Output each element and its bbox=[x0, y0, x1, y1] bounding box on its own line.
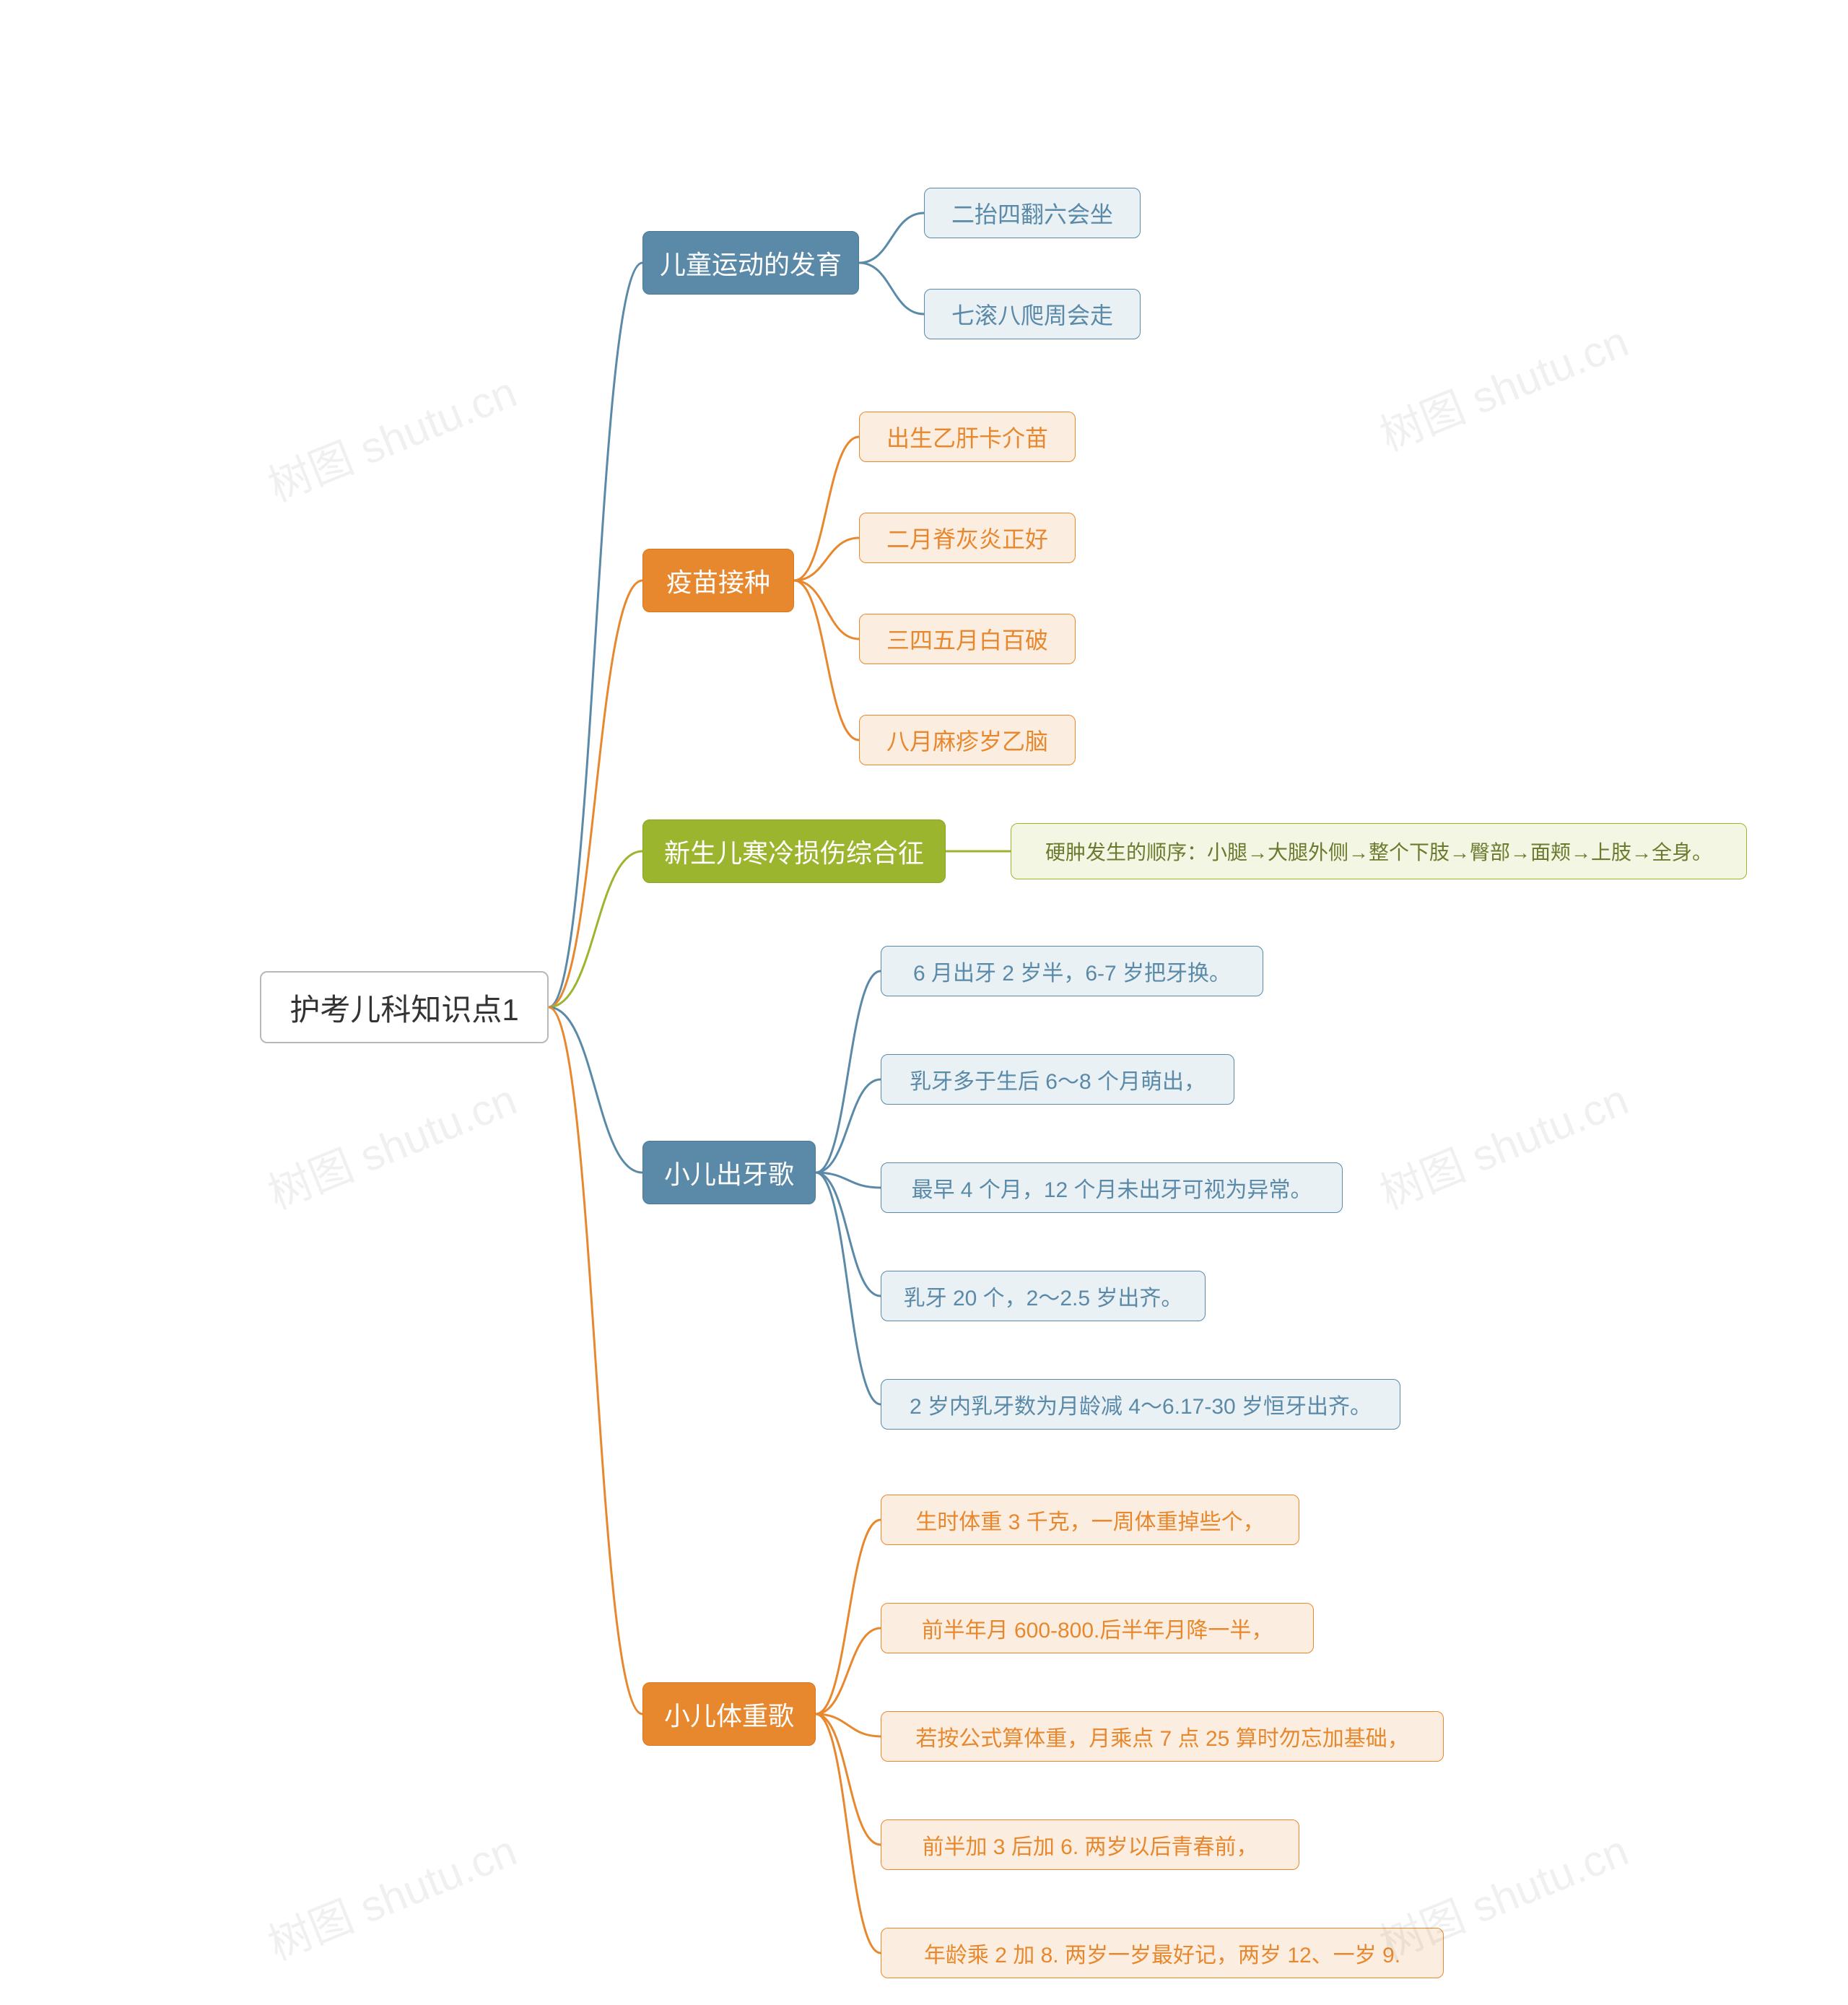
branch-node-0-label: 儿童运动的发育 bbox=[660, 244, 842, 282]
leaf-node-4-0: 生时体重 3 千克，一周体重掉些个， bbox=[881, 1495, 1299, 1545]
leaf-node-0-1-label: 七滚八爬周会走 bbox=[951, 297, 1113, 331]
watermark: 树图 shutu.cn bbox=[258, 357, 525, 514]
leaf-node-0-0: 二抬四翻六会坐 bbox=[924, 188, 1141, 238]
branch-node-0: 儿童运动的发育 bbox=[642, 231, 859, 295]
watermark: 树图 shutu.cn bbox=[1369, 307, 1636, 464]
branch-node-1-label: 疫苗接种 bbox=[666, 562, 770, 599]
branch-node-2-label: 新生儿寒冷损伤综合征 bbox=[664, 832, 924, 870]
watermark: 树图 shutu.cn bbox=[258, 1816, 525, 1973]
leaf-node-4-1-label: 前半年月 600-800.后半年月降一半， bbox=[922, 1612, 1273, 1644]
leaf-node-3-0-label: 6 月出牙 2 岁半，6-7 岁把牙换。 bbox=[913, 955, 1231, 987]
leaf-node-4-0-label: 生时体重 3 千克，一周体重掉些个， bbox=[915, 1504, 1264, 1536]
leaf-node-3-3: 乳牙 20 个，2～2.5 岁出齐。 bbox=[881, 1271, 1206, 1321]
root-node: 护考儿科知识点1 bbox=[260, 971, 549, 1043]
leaf-node-3-4: 2 岁内乳牙数为月龄减 4～6.17-30 岁恒牙出齐。 bbox=[881, 1379, 1400, 1430]
leaf-node-4-1: 前半年月 600-800.后半年月降一半， bbox=[881, 1603, 1314, 1653]
leaf-node-1-2: 三四五月白百破 bbox=[859, 614, 1076, 664]
leaf-node-0-0-label: 二抬四翻六会坐 bbox=[951, 196, 1113, 230]
leaf-node-4-4: 年龄乘 2 加 8. 两岁一岁最好记，两岁 12、一岁 9. bbox=[881, 1928, 1444, 1978]
leaf-node-2-0-label: 硬肿发生的顺序：小腿→大腿外侧→整个下肢→臀部→面颊→上肢→全身。 bbox=[1045, 837, 1712, 866]
root-node-label: 护考儿科知识点1 bbox=[289, 986, 518, 1030]
leaf-node-4-3: 前半加 3 后加 6. 两岁以后青春前， bbox=[881, 1819, 1299, 1870]
branch-node-2: 新生儿寒冷损伤综合征 bbox=[642, 819, 946, 883]
leaf-node-4-2-label: 若按公式算体重，月乘点 7 点 25 算时勿忘加基础， bbox=[915, 1721, 1408, 1752]
branch-node-3-label: 小儿出牙歌 bbox=[664, 1154, 794, 1191]
watermark: 树图 shutu.cn bbox=[258, 1065, 525, 1222]
leaf-node-3-3-label: 乳牙 20 个，2～2.5 岁出齐。 bbox=[904, 1280, 1183, 1312]
leaf-node-3-1: 乳牙多于生后 6～8 个月萌出， bbox=[881, 1054, 1234, 1105]
leaf-node-1-1-label: 二月脊灰炎正好 bbox=[886, 521, 1048, 554]
leaf-node-1-1: 二月脊灰炎正好 bbox=[859, 513, 1076, 563]
leaf-node-2-0: 硬肿发生的顺序：小腿→大腿外侧→整个下肢→臀部→面颊→上肢→全身。 bbox=[1011, 823, 1747, 879]
leaf-node-0-1: 七滚八爬周会走 bbox=[924, 289, 1141, 339]
leaf-node-1-0-label: 出生乙肝卡介苗 bbox=[886, 420, 1048, 453]
leaf-node-4-2: 若按公式算体重，月乘点 7 点 25 算时勿忘加基础， bbox=[881, 1711, 1444, 1762]
leaf-node-3-2: 最早 4 个月，12 个月未出牙可视为异常。 bbox=[881, 1162, 1343, 1213]
leaf-node-1-3-label: 八月麻疹岁乙脑 bbox=[886, 723, 1048, 757]
leaf-node-3-2-label: 最早 4 个月，12 个月未出牙可视为异常。 bbox=[911, 1172, 1312, 1204]
branch-node-4-label: 小儿体重歌 bbox=[664, 1695, 794, 1733]
branch-node-4: 小儿体重歌 bbox=[642, 1682, 816, 1746]
watermark: 树图 shutu.cn bbox=[1369, 1065, 1636, 1222]
branch-node-1: 疫苗接种 bbox=[642, 549, 794, 612]
leaf-node-1-3: 八月麻疹岁乙脑 bbox=[859, 715, 1076, 765]
leaf-node-3-4-label: 2 岁内乳牙数为月龄减 4～6.17-30 岁恒牙出齐。 bbox=[910, 1388, 1372, 1420]
leaf-node-4-4-label: 年龄乘 2 加 8. 两岁一岁最好记，两岁 12、一岁 9. bbox=[924, 1937, 1400, 1969]
leaf-node-3-1-label: 乳牙多于生后 6～8 个月萌出， bbox=[910, 1064, 1206, 1095]
mindmap-canvas: 护考儿科知识点1 儿童运动的发育 二抬四翻六会坐七滚八爬周会走疫苗接种 出生乙肝卡介苗… bbox=[0, 0, 1848, 2005]
leaf-node-4-3-label: 前半加 3 后加 6. 两岁以后青春前， bbox=[922, 1829, 1258, 1861]
leaf-node-1-0: 出生乙肝卡介苗 bbox=[859, 412, 1076, 462]
leaf-node-1-2-label: 三四五月白百破 bbox=[886, 622, 1048, 656]
leaf-node-3-0: 6 月出牙 2 岁半，6-7 岁把牙换。 bbox=[881, 946, 1263, 996]
branch-node-3: 小儿出牙歌 bbox=[642, 1141, 816, 1204]
